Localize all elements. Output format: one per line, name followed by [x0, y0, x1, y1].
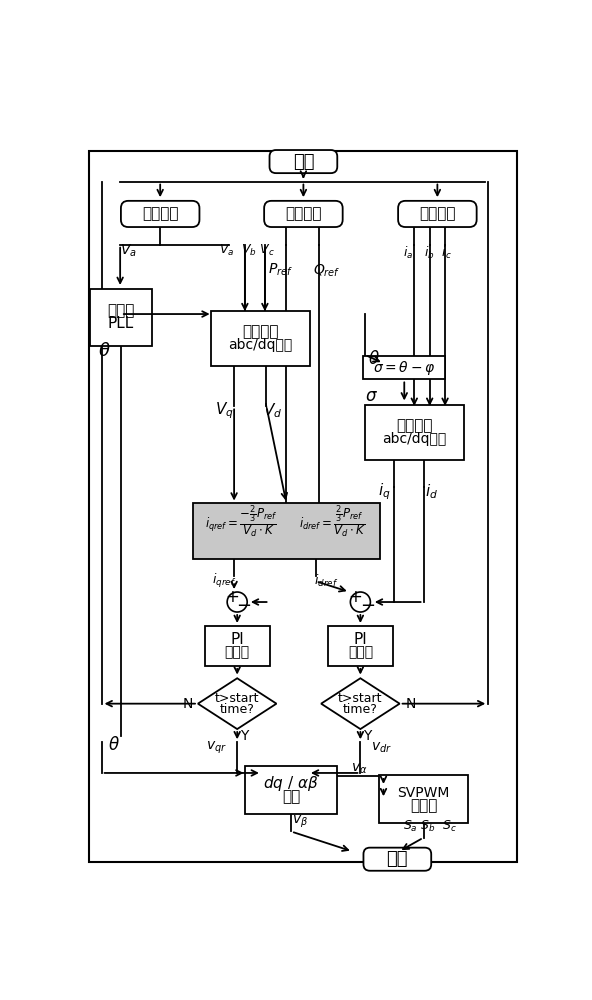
Text: Y: Y [363, 729, 372, 743]
Text: 采样电流: 采样电流 [419, 206, 456, 221]
Text: $S_a\ S_b\ \ S_c$: $S_a\ S_b\ \ S_c$ [403, 819, 457, 834]
Text: 发生器: 发生器 [410, 798, 437, 813]
FancyBboxPatch shape [264, 201, 343, 227]
FancyBboxPatch shape [398, 201, 477, 227]
Text: −: − [237, 597, 252, 615]
Text: PI: PI [230, 632, 244, 647]
Text: $v_{dr}$: $v_{dr}$ [371, 740, 392, 755]
Text: 三相电流: 三相电流 [396, 419, 433, 434]
Bar [379, 775, 468, 823]
Text: t>start: t>start [338, 692, 382, 705]
Bar [192, 503, 381, 559]
Text: $v_{\beta}$: $v_{\beta}$ [292, 814, 308, 830]
Text: PLL: PLL [108, 316, 134, 331]
Circle shape [227, 592, 247, 612]
Text: $dq\ /\ \alpha\beta$: $dq\ /\ \alpha\beta$ [263, 774, 319, 793]
Polygon shape [198, 678, 276, 729]
Text: 锁相环: 锁相环 [107, 303, 134, 318]
Text: $\theta$: $\theta$ [108, 736, 120, 754]
Text: $V_a$: $V_a$ [120, 243, 137, 259]
Bar [205, 626, 269, 666]
Text: 变换: 变换 [282, 789, 300, 804]
Text: Y: Y [240, 729, 248, 743]
Text: $\theta$: $\theta$ [368, 350, 379, 368]
Bar [90, 289, 152, 346]
Text: time?: time? [343, 703, 378, 716]
Text: $V_a\ \ V_b\ V_c$: $V_a\ \ V_b\ V_c$ [220, 243, 276, 258]
Text: SVPWM: SVPWM [397, 786, 450, 800]
Text: $V_d$: $V_d$ [263, 402, 282, 420]
Text: $Q_{ref}$: $Q_{ref}$ [313, 263, 340, 279]
Text: abc/dq变换: abc/dq变换 [228, 338, 292, 352]
Text: $\theta$: $\theta$ [98, 342, 111, 360]
Circle shape [350, 592, 371, 612]
FancyBboxPatch shape [269, 150, 337, 173]
Text: N: N [183, 697, 193, 711]
Bar [363, 356, 445, 379]
Bar [365, 405, 464, 460]
Text: $v_{qr}$: $v_{qr}$ [205, 739, 226, 756]
Text: $i_{dref}=\dfrac{\frac{2}{3}P_{ref}}{V_d \cdot K}$: $i_{dref}=\dfrac{\frac{2}{3}P_{ref}}{V_d… [299, 504, 366, 540]
Text: $v_{\alpha}$: $v_{\alpha}$ [350, 761, 367, 776]
Text: 参考功率: 参考功率 [285, 206, 321, 221]
Text: t>start: t>start [215, 692, 259, 705]
Text: $i_q$: $i_q$ [378, 482, 391, 502]
Text: $i_{dref}$: $i_{dref}$ [314, 573, 338, 589]
Bar [245, 766, 337, 814]
Text: $i_d$: $i_d$ [424, 483, 437, 501]
Text: 结束: 结束 [387, 850, 408, 868]
Text: N: N [406, 697, 416, 711]
Bar [328, 626, 392, 666]
FancyBboxPatch shape [121, 201, 200, 227]
Text: time?: time? [220, 703, 255, 716]
Text: 采样电压: 采样电压 [142, 206, 178, 221]
Polygon shape [321, 678, 400, 729]
Text: +: + [348, 588, 362, 606]
Text: $\sigma$: $\sigma$ [365, 387, 378, 405]
Text: 三相电压: 三相电压 [242, 325, 278, 340]
Text: abc/dq变换: abc/dq变换 [382, 432, 446, 446]
Text: 控制器: 控制器 [348, 645, 373, 659]
Text: $V_q$: $V_q$ [215, 401, 234, 421]
Bar [211, 311, 310, 366]
Text: $i_a\ \ \ i_b\ \ i_c$: $i_a\ \ \ i_b\ \ i_c$ [403, 245, 452, 261]
FancyBboxPatch shape [363, 848, 431, 871]
Text: $i_{qref}=\dfrac{-\frac{2}{3}P_{ref}}{V_d \cdot K}$: $i_{qref}=\dfrac{-\frac{2}{3}P_{ref}}{V_… [205, 504, 278, 540]
Text: $P_{ref}$: $P_{ref}$ [268, 261, 293, 278]
Text: $i_{qref}$: $i_{qref}$ [212, 572, 236, 590]
Text: PI: PI [353, 632, 367, 647]
Text: +: + [225, 588, 239, 606]
Text: 控制器: 控制器 [224, 645, 250, 659]
Text: −: − [360, 597, 375, 615]
Text: 开始: 开始 [292, 153, 314, 171]
Text: $\sigma=\theta-\varphi$: $\sigma=\theta-\varphi$ [373, 359, 436, 377]
